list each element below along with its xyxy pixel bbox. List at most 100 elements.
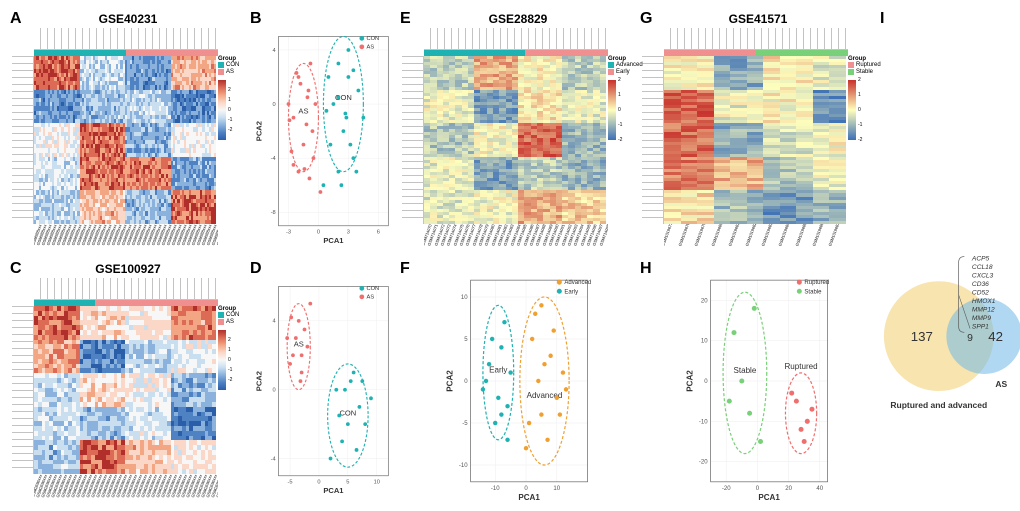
- data-point: [312, 156, 316, 160]
- heatmap-E: GSE28829GroupAdvancedEarly-2-1012GSM7140…: [402, 12, 634, 254]
- svg-text:5: 5: [346, 479, 349, 485]
- svg-text:PCA1: PCA1: [323, 236, 343, 245]
- data-point: [303, 328, 307, 332]
- data-point: [306, 345, 310, 349]
- svg-text:-20: -20: [722, 486, 731, 492]
- dendrogram-top: [424, 28, 608, 50]
- gene-label: CD36: [972, 281, 989, 288]
- data-point: [306, 95, 310, 99]
- data-point: [561, 370, 565, 374]
- legend-marker: [797, 280, 802, 285]
- legend-label: Advanced: [564, 280, 591, 286]
- svg-text:AS: AS: [298, 107, 308, 116]
- data-point: [332, 102, 336, 106]
- legend-label: Ruptured: [804, 280, 829, 286]
- legend-marker: [797, 289, 802, 294]
- data-point: [340, 183, 344, 187]
- data-point: [346, 48, 350, 52]
- dendrogram-left: [12, 306, 34, 474]
- data-point: [340, 439, 344, 443]
- legend-item: CON: [218, 312, 239, 318]
- svg-text:-5: -5: [462, 421, 468, 427]
- heatmap-xlabels: GSM714070GSM714071GSM714072GSM714073GSM7…: [424, 224, 608, 254]
- data-point: [727, 399, 732, 404]
- svg-text:3: 3: [347, 229, 350, 235]
- data-point: [496, 396, 500, 400]
- svg-text:0: 0: [273, 388, 276, 394]
- data-point: [481, 387, 485, 391]
- data-point: [292, 116, 296, 120]
- heatmap-legend: GroupAdvancedEarly-2-1012: [606, 56, 634, 224]
- svg-text:AS: AS: [294, 340, 304, 349]
- data-point: [802, 439, 807, 444]
- svg-text:-10: -10: [699, 419, 708, 425]
- pca-scatter-D: -50510-404CONASPCA1PCA2CONAS: [252, 262, 394, 504]
- data-point: [363, 422, 367, 426]
- panel-label: E: [400, 10, 411, 28]
- svg-text:-10: -10: [459, 463, 468, 469]
- data-point: [344, 116, 348, 120]
- panel-label: B: [250, 10, 262, 28]
- data-point: [337, 62, 341, 66]
- data-point: [545, 438, 549, 442]
- data-point: [564, 387, 568, 391]
- svg-text:PCA1: PCA1: [518, 493, 540, 502]
- panel-label: I: [880, 10, 884, 28]
- svg-text:PCA2: PCA2: [445, 370, 454, 392]
- legend-label: AS: [367, 45, 375, 51]
- gene-label: MMP12: [972, 306, 995, 313]
- legend-label: Stable: [804, 289, 822, 295]
- data-point: [300, 371, 304, 375]
- data-point: [558, 412, 562, 416]
- svg-text:CON: CON: [339, 409, 356, 418]
- data-point: [539, 412, 543, 416]
- data-point: [508, 370, 512, 374]
- data-point: [352, 371, 356, 375]
- svg-text:PCA2: PCA2: [254, 121, 263, 141]
- data-point: [327, 75, 331, 79]
- data-point: [337, 170, 341, 174]
- data-point: [499, 412, 503, 416]
- color-scale: -2-1012: [218, 80, 226, 140]
- data-point: [287, 102, 291, 106]
- gene-label: CXCL3: [972, 272, 994, 279]
- panel-C: C GSE100927GroupCONAS-2-1012GSM2696xxxGS…: [8, 258, 248, 508]
- gene-label: ACP5: [971, 255, 990, 262]
- data-point: [337, 414, 341, 418]
- data-point: [322, 183, 326, 187]
- svg-text:-4: -4: [271, 156, 276, 162]
- data-point: [530, 337, 534, 341]
- dendrogram-left: [12, 56, 34, 224]
- data-point: [285, 336, 289, 340]
- data-point: [300, 353, 304, 357]
- svg-text:PCA2: PCA2: [254, 371, 263, 391]
- data-point: [297, 75, 301, 79]
- svg-text:PCA1: PCA1: [323, 486, 343, 495]
- data-point: [294, 336, 298, 340]
- data-point: [343, 388, 347, 392]
- data-point: [355, 448, 359, 452]
- legend-marker: [359, 294, 364, 299]
- panel-I: I 137429ASRuptured and advancedACP5CCL18…: [878, 8, 1020, 508]
- svg-text:6: 6: [377, 229, 380, 235]
- legend-marker: [557, 289, 562, 294]
- data-point: [358, 405, 362, 409]
- panel-B: B -3036-8-404CONASPCA1PCA2CONAS: [248, 8, 398, 258]
- gene-label: CCL18: [972, 264, 993, 271]
- data-point: [752, 306, 757, 311]
- data-point: [342, 129, 346, 133]
- data-point: [319, 190, 323, 194]
- venn-right-label: AS: [995, 379, 1007, 389]
- legend-label: AS: [367, 295, 375, 301]
- data-point: [794, 399, 799, 404]
- dendrogram-top: [34, 28, 218, 50]
- legend-item: AS: [218, 319, 234, 325]
- color-scale: -2-1012: [218, 330, 226, 390]
- legend-label: CON: [367, 36, 380, 42]
- data-point: [533, 312, 537, 316]
- heatmap-xlabels: GSM2696xxxGSM2696xxxGSM2696xxxGSM2696xxx…: [34, 474, 218, 504]
- svg-text:Stable: Stable: [734, 366, 757, 375]
- svg-text:10: 10: [553, 486, 560, 492]
- data-point: [548, 354, 552, 358]
- heatmap-xlabels: GSM988xxxGSM988xxxGSM988xxxGSM988xxxGSM9…: [34, 224, 218, 254]
